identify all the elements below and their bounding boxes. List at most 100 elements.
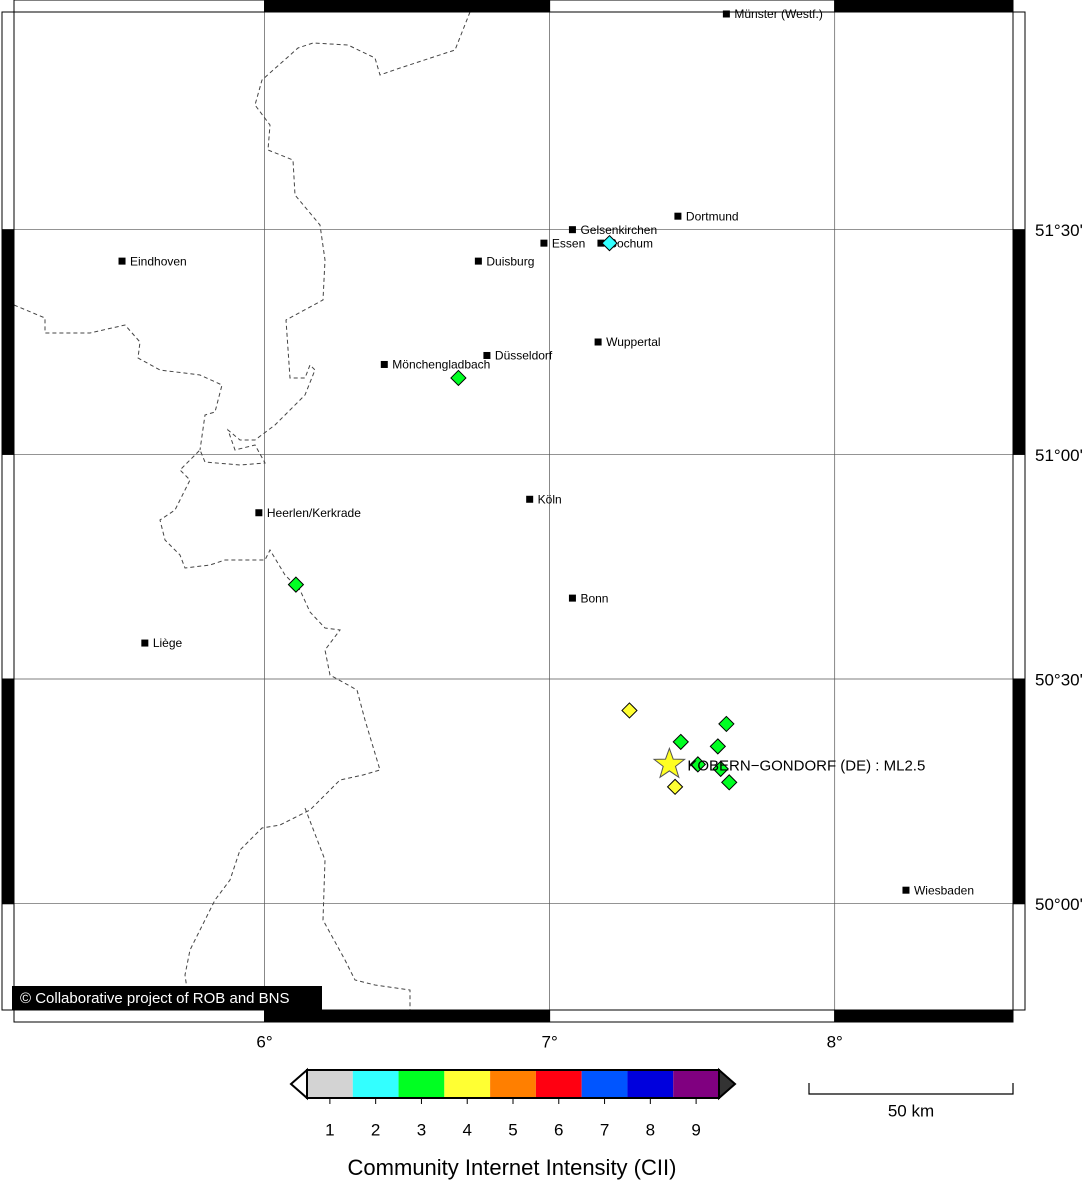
colorbar-swatch — [352, 1070, 399, 1098]
city-marker — [902, 886, 910, 894]
colorbar-swatch — [535, 1070, 582, 1098]
colorbar-swatch — [398, 1070, 445, 1098]
city-label: Bonn — [580, 591, 608, 605]
city-marker — [597, 239, 605, 247]
colorbar-outline — [306, 1069, 720, 1099]
scale-line — [808, 1083, 1014, 1095]
lat-tick-label: 50°00' — [1035, 895, 1083, 914]
map-frame — [1, 0, 1026, 1023]
lon-tick-label: 8° — [827, 1032, 843, 1051]
frame-band — [549, 1009, 836, 1023]
colorbar: 1 2 3 4 5 6 7 8 9 — [289, 1067, 737, 1139]
city-marker — [141, 639, 149, 647]
colorbar-label: 1 — [325, 1120, 334, 1139]
colorbar-label: 5 — [508, 1120, 517, 1139]
frame-band — [1, 678, 15, 905]
epicenter-label: KOBERN−GONDORF (DE) : ML2.5 — [687, 757, 925, 774]
colorbar-swatch — [444, 1070, 491, 1098]
observation — [672, 733, 689, 751]
frame-band — [1012, 678, 1026, 905]
city-marker — [674, 212, 682, 220]
map-area — [14, 12, 1013, 1010]
city-marker — [483, 351, 491, 359]
observation — [712, 760, 729, 778]
city-label: Eindhoven — [130, 254, 187, 268]
lat-tick-label: 51°00' — [1035, 446, 1083, 465]
credit: © Collaborative project of ROB and BNS — [20, 990, 290, 1007]
observation — [666, 778, 684, 796]
frame-band — [264, 1009, 551, 1023]
lon-tick-label: 7° — [542, 1032, 558, 1051]
observation — [689, 756, 707, 773]
colorbar-label: 3 — [417, 1120, 426, 1139]
city-label: Duisburg — [486, 254, 534, 268]
observation — [718, 715, 735, 733]
colorbar-swatch — [307, 1070, 353, 1098]
scale-label: 50 km — [888, 1101, 934, 1120]
credit-box — [12, 986, 322, 1010]
frame-band — [1, 11, 15, 231]
border — [304, 807, 411, 1010]
frame-band — [1, 453, 15, 680]
city-label: Essen — [552, 236, 585, 250]
frame-band — [1012, 229, 1026, 455]
city-label: Mönchengladbach — [392, 358, 490, 372]
city-label: Köln — [538, 492, 562, 506]
observation — [709, 738, 727, 755]
borders — [13, 11, 471, 1011]
scale-bar: 50 km — [808, 1083, 1014, 1120]
colorbar-swatch — [627, 1070, 674, 1098]
city-label: Wuppertal — [606, 335, 660, 349]
epicenter — [652, 746, 687, 779]
border — [13, 304, 223, 451]
observation — [621, 702, 638, 719]
city-marker — [526, 495, 534, 503]
frame-band — [1, 229, 15, 455]
frame-band — [1012, 453, 1026, 680]
colorbar-arrow — [718, 1067, 737, 1101]
city-marker — [568, 226, 576, 234]
observation — [450, 369, 467, 387]
city-marker — [255, 509, 263, 517]
city-marker — [474, 257, 482, 265]
colorbar-label: 6 — [554, 1120, 563, 1139]
observation — [601, 234, 618, 252]
colorbar-label: 7 — [600, 1120, 609, 1139]
graticule — [14, 12, 1013, 1010]
colorbar-label: 2 — [371, 1120, 380, 1139]
colorbar-label: 9 — [691, 1120, 700, 1139]
frame-band — [13, 0, 266, 13]
city-label: Gelsenkirchen — [580, 223, 657, 237]
frame-band — [1012, 11, 1026, 231]
lon-tick-label: 6° — [256, 1032, 272, 1051]
map-marks: Münster (Westf.) Dortmund GelsenkirchenEss… — [118, 7, 974, 897]
city-label: Münster (Westf.) — [734, 7, 822, 21]
colorbar-swatch — [490, 1070, 536, 1098]
colorbar-title: Community Internet Intensity (CII) — [348, 1155, 677, 1180]
lat-tick-label: 50°30' — [1035, 670, 1083, 689]
frame-band — [264, 0, 551, 13]
frame-band — [1012, 903, 1026, 1011]
frame-band — [13, 1009, 266, 1023]
colorbar-label: 8 — [646, 1120, 655, 1139]
city-marker — [540, 239, 548, 247]
colorbar-label: 4 — [462, 1120, 471, 1139]
colorbar-swatch — [581, 1070, 628, 1098]
city-marker — [568, 594, 576, 602]
city-label: Liège — [153, 636, 183, 650]
colorbar-swatch — [673, 1070, 719, 1098]
lat-tick-label: 51°30' — [1035, 221, 1083, 240]
city-label: Heerlen/Kerkrade — [267, 506, 361, 520]
city-label: Wiesbaden — [914, 883, 974, 897]
frame-band — [834, 0, 1014, 13]
city-marker — [380, 360, 388, 368]
city-marker — [594, 338, 602, 346]
city-label: Düsseldorf — [495, 349, 553, 363]
city-label: Dortmund — [686, 209, 739, 223]
observation — [287, 576, 305, 593]
city-label: Bochum — [609, 236, 653, 250]
city-marker — [118, 257, 126, 265]
observation — [721, 774, 738, 791]
